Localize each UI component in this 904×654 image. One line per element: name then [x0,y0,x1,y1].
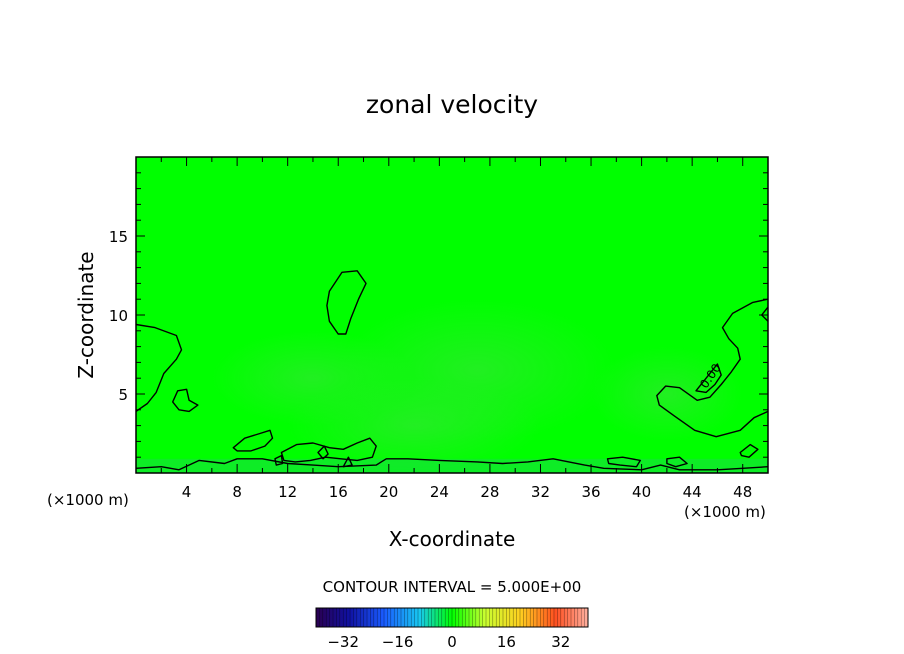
colorbar-tick-label-1: −16 [382,633,414,651]
colorbar-tick-label-0: −32 [327,633,359,651]
y-tick-label-15: 15 [109,228,128,246]
y-tick-label-5: 5 [118,386,128,404]
x-tick-label-40: 40 [632,483,651,501]
contour-interval-text: CONTOUR INTERVAL = 5.000E+00 [323,578,582,596]
x-tick-label-4: 4 [182,483,192,501]
colorbar-tick-label-2: 0 [447,633,457,651]
x-tick-label-8: 8 [232,483,242,501]
x-tick-label-16: 16 [329,483,348,501]
colorbar-tick-label-4: 32 [551,633,570,651]
x-tick-label-48: 48 [733,483,752,501]
x-tick-label-20: 20 [379,483,398,501]
colorbar-tick-label-3: 16 [497,633,516,651]
y-tick-label-10: 10 [109,307,128,325]
colorbar: −32 −16 0 16 32 [315,607,589,651]
chart-title: zonal velocity [366,90,538,119]
zero-contour-2 [172,388,199,413]
zero-contour-6 [232,429,274,452]
x-tick-label-24: 24 [430,483,449,501]
zero-contour-9 [274,454,284,466]
zero-contour-8 [317,445,329,460]
field-shade-3 [287,378,541,473]
x-axis-label: X-coordinate [389,527,516,551]
z-unit-label: (×1000 m) [47,491,129,509]
x-tick-label-28: 28 [480,483,499,501]
x-unit-label: (×1000 m) [684,503,766,521]
zero-contour-13 [739,443,759,458]
x-tick-label-44: 44 [683,483,702,501]
zero-contour-0 [326,270,367,335]
y-axis-label: Z-coordinate [74,251,98,378]
zero-contour-11 [606,456,641,468]
x-tick-label-36: 36 [581,483,600,501]
zero-contour-14 [136,458,768,471]
zero-contour-7 [280,437,377,463]
x-tick-label-12: 12 [278,483,297,501]
colorbar-frame [315,607,589,628]
field-shade-2 [591,346,743,442]
zero-contour-12 [666,456,688,468]
x-tick-label-32: 32 [531,483,550,501]
zero-contour-5 [695,363,722,394]
zero-contour-3 [656,298,768,438]
zero-contour-1 [136,323,183,412]
